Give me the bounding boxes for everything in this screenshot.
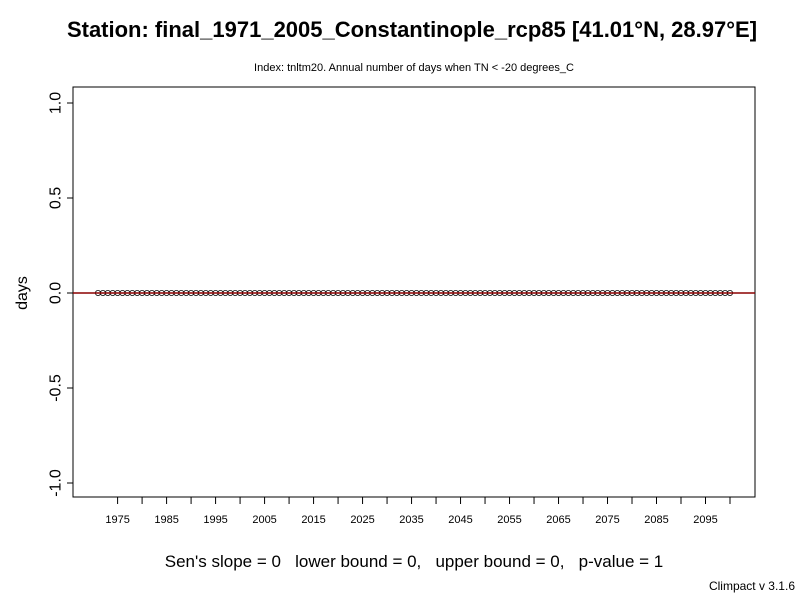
x-tick-label: 2055 — [497, 514, 521, 526]
x-tick-label: 2025 — [350, 514, 374, 526]
footer-version: Climpact v 3.1.6 — [709, 579, 795, 593]
y-tick-label: 1.0 — [48, 92, 65, 114]
y-axis: -1.0 -0.5 0.0 0.5 1.0 — [48, 92, 74, 497]
x-tick-label: 2045 — [448, 514, 472, 526]
chart-title: Station: final_1971_2005_Constantinople_… — [67, 17, 757, 42]
x-tick-label: 2015 — [301, 514, 325, 526]
y-tick-label: -0.5 — [48, 374, 65, 402]
x-tick-label: 2005 — [252, 514, 276, 526]
y-tick-label: 0.0 — [48, 282, 65, 304]
trend-statistics: Sen's slope = 0 lower bound = 0, upper b… — [165, 552, 663, 571]
y-tick-label: 0.5 — [48, 187, 65, 209]
x-tick-label: 2085 — [644, 514, 668, 526]
x-axis: 1975 1985 1995 2005 2015 2025 2035 2045 2055 2065… — [105, 496, 731, 526]
y-axis-label: days — [14, 276, 31, 310]
y-tick-label: -1.0 — [48, 469, 65, 497]
x-tick-label: 2075 — [595, 514, 619, 526]
x-tick-label: 2065 — [546, 514, 570, 526]
chart-subtitle: Index: tnltm20. Annual number of days wh… — [254, 62, 574, 74]
x-tick-label: 1995 — [203, 514, 227, 526]
x-tick-label: 2035 — [399, 514, 423, 526]
x-tick-label: 1985 — [154, 514, 178, 526]
x-tick-label: 1975 — [105, 514, 129, 526]
x-tick-label: 2095 — [693, 514, 717, 526]
